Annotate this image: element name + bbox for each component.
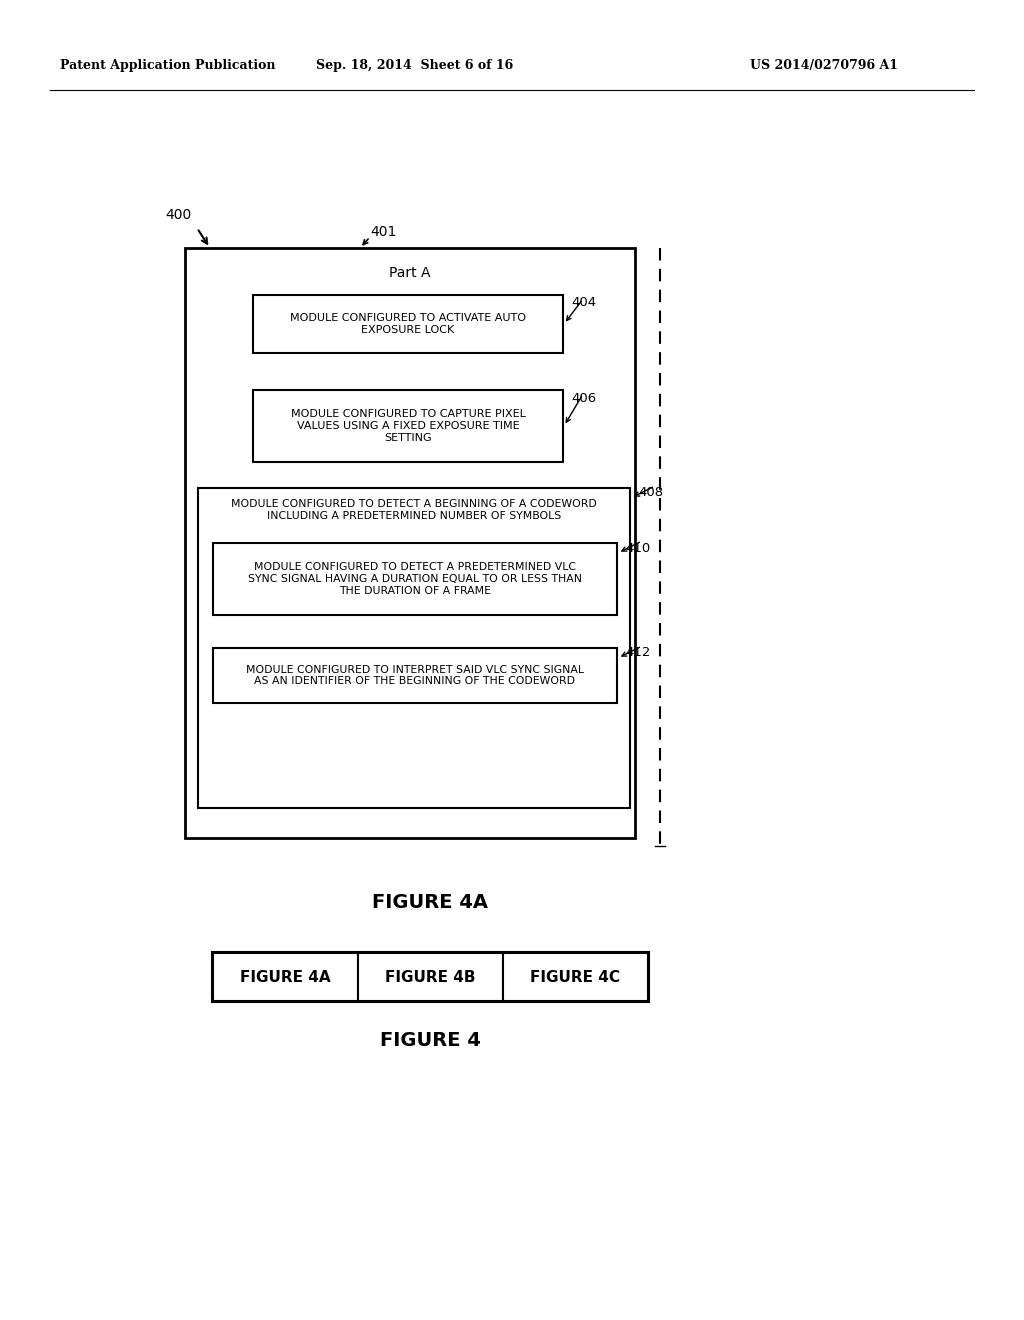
Text: Patent Application Publication: Patent Application Publication: [60, 58, 275, 71]
Bar: [253, 294, 563, 352]
Text: FIGURE 4A: FIGURE 4A: [240, 969, 331, 985]
Bar: [253, 389, 563, 462]
Text: FIGURE 4A: FIGURE 4A: [372, 894, 488, 912]
Text: 401: 401: [370, 224, 396, 239]
Text: US 2014/0270796 A1: US 2014/0270796 A1: [750, 58, 898, 71]
Bar: [198, 488, 630, 808]
Text: FIGURE 4B: FIGURE 4B: [385, 969, 475, 985]
Text: Part A: Part A: [389, 267, 431, 280]
Text: MODULE CONFIGURED TO ACTIVATE AUTO
EXPOSURE LOCK: MODULE CONFIGURED TO ACTIVATE AUTO EXPOS…: [290, 313, 526, 335]
Text: Sep. 18, 2014  Sheet 6 of 16: Sep. 18, 2014 Sheet 6 of 16: [316, 58, 514, 71]
Text: FIGURE 4C: FIGURE 4C: [530, 969, 620, 985]
Bar: [213, 648, 617, 704]
Text: FIGURE 4: FIGURE 4: [380, 1031, 480, 1051]
Bar: [213, 543, 617, 615]
Text: 404: 404: [571, 297, 596, 309]
Text: MODULE CONFIGURED TO CAPTURE PIXEL
VALUES USING A FIXED EXPOSURE TIME
SETTING: MODULE CONFIGURED TO CAPTURE PIXEL VALUE…: [291, 409, 525, 442]
Text: 406: 406: [571, 392, 596, 404]
Bar: [213, 953, 357, 1001]
Bar: [503, 953, 647, 1001]
Text: MODULE CONFIGURED TO DETECT A PREDETERMINED VLC
SYNC SIGNAL HAVING A DURATION EQ: MODULE CONFIGURED TO DETECT A PREDETERMI…: [248, 562, 582, 595]
Bar: [357, 953, 503, 1001]
Text: 400: 400: [165, 209, 191, 222]
Text: 412: 412: [625, 647, 650, 660]
Bar: [185, 248, 635, 838]
Text: 410: 410: [625, 541, 650, 554]
Text: 408: 408: [638, 487, 664, 499]
Text: MODULE CONFIGURED TO DETECT A BEGINNING OF A CODEWORD
INCLUDING A PREDETERMINED : MODULE CONFIGURED TO DETECT A BEGINNING …: [231, 499, 597, 521]
Bar: [212, 952, 648, 1002]
Text: MODULE CONFIGURED TO INTERPRET SAID VLC SYNC SIGNAL
AS AN IDENTIFIER OF THE BEGI: MODULE CONFIGURED TO INTERPRET SAID VLC …: [246, 665, 584, 686]
